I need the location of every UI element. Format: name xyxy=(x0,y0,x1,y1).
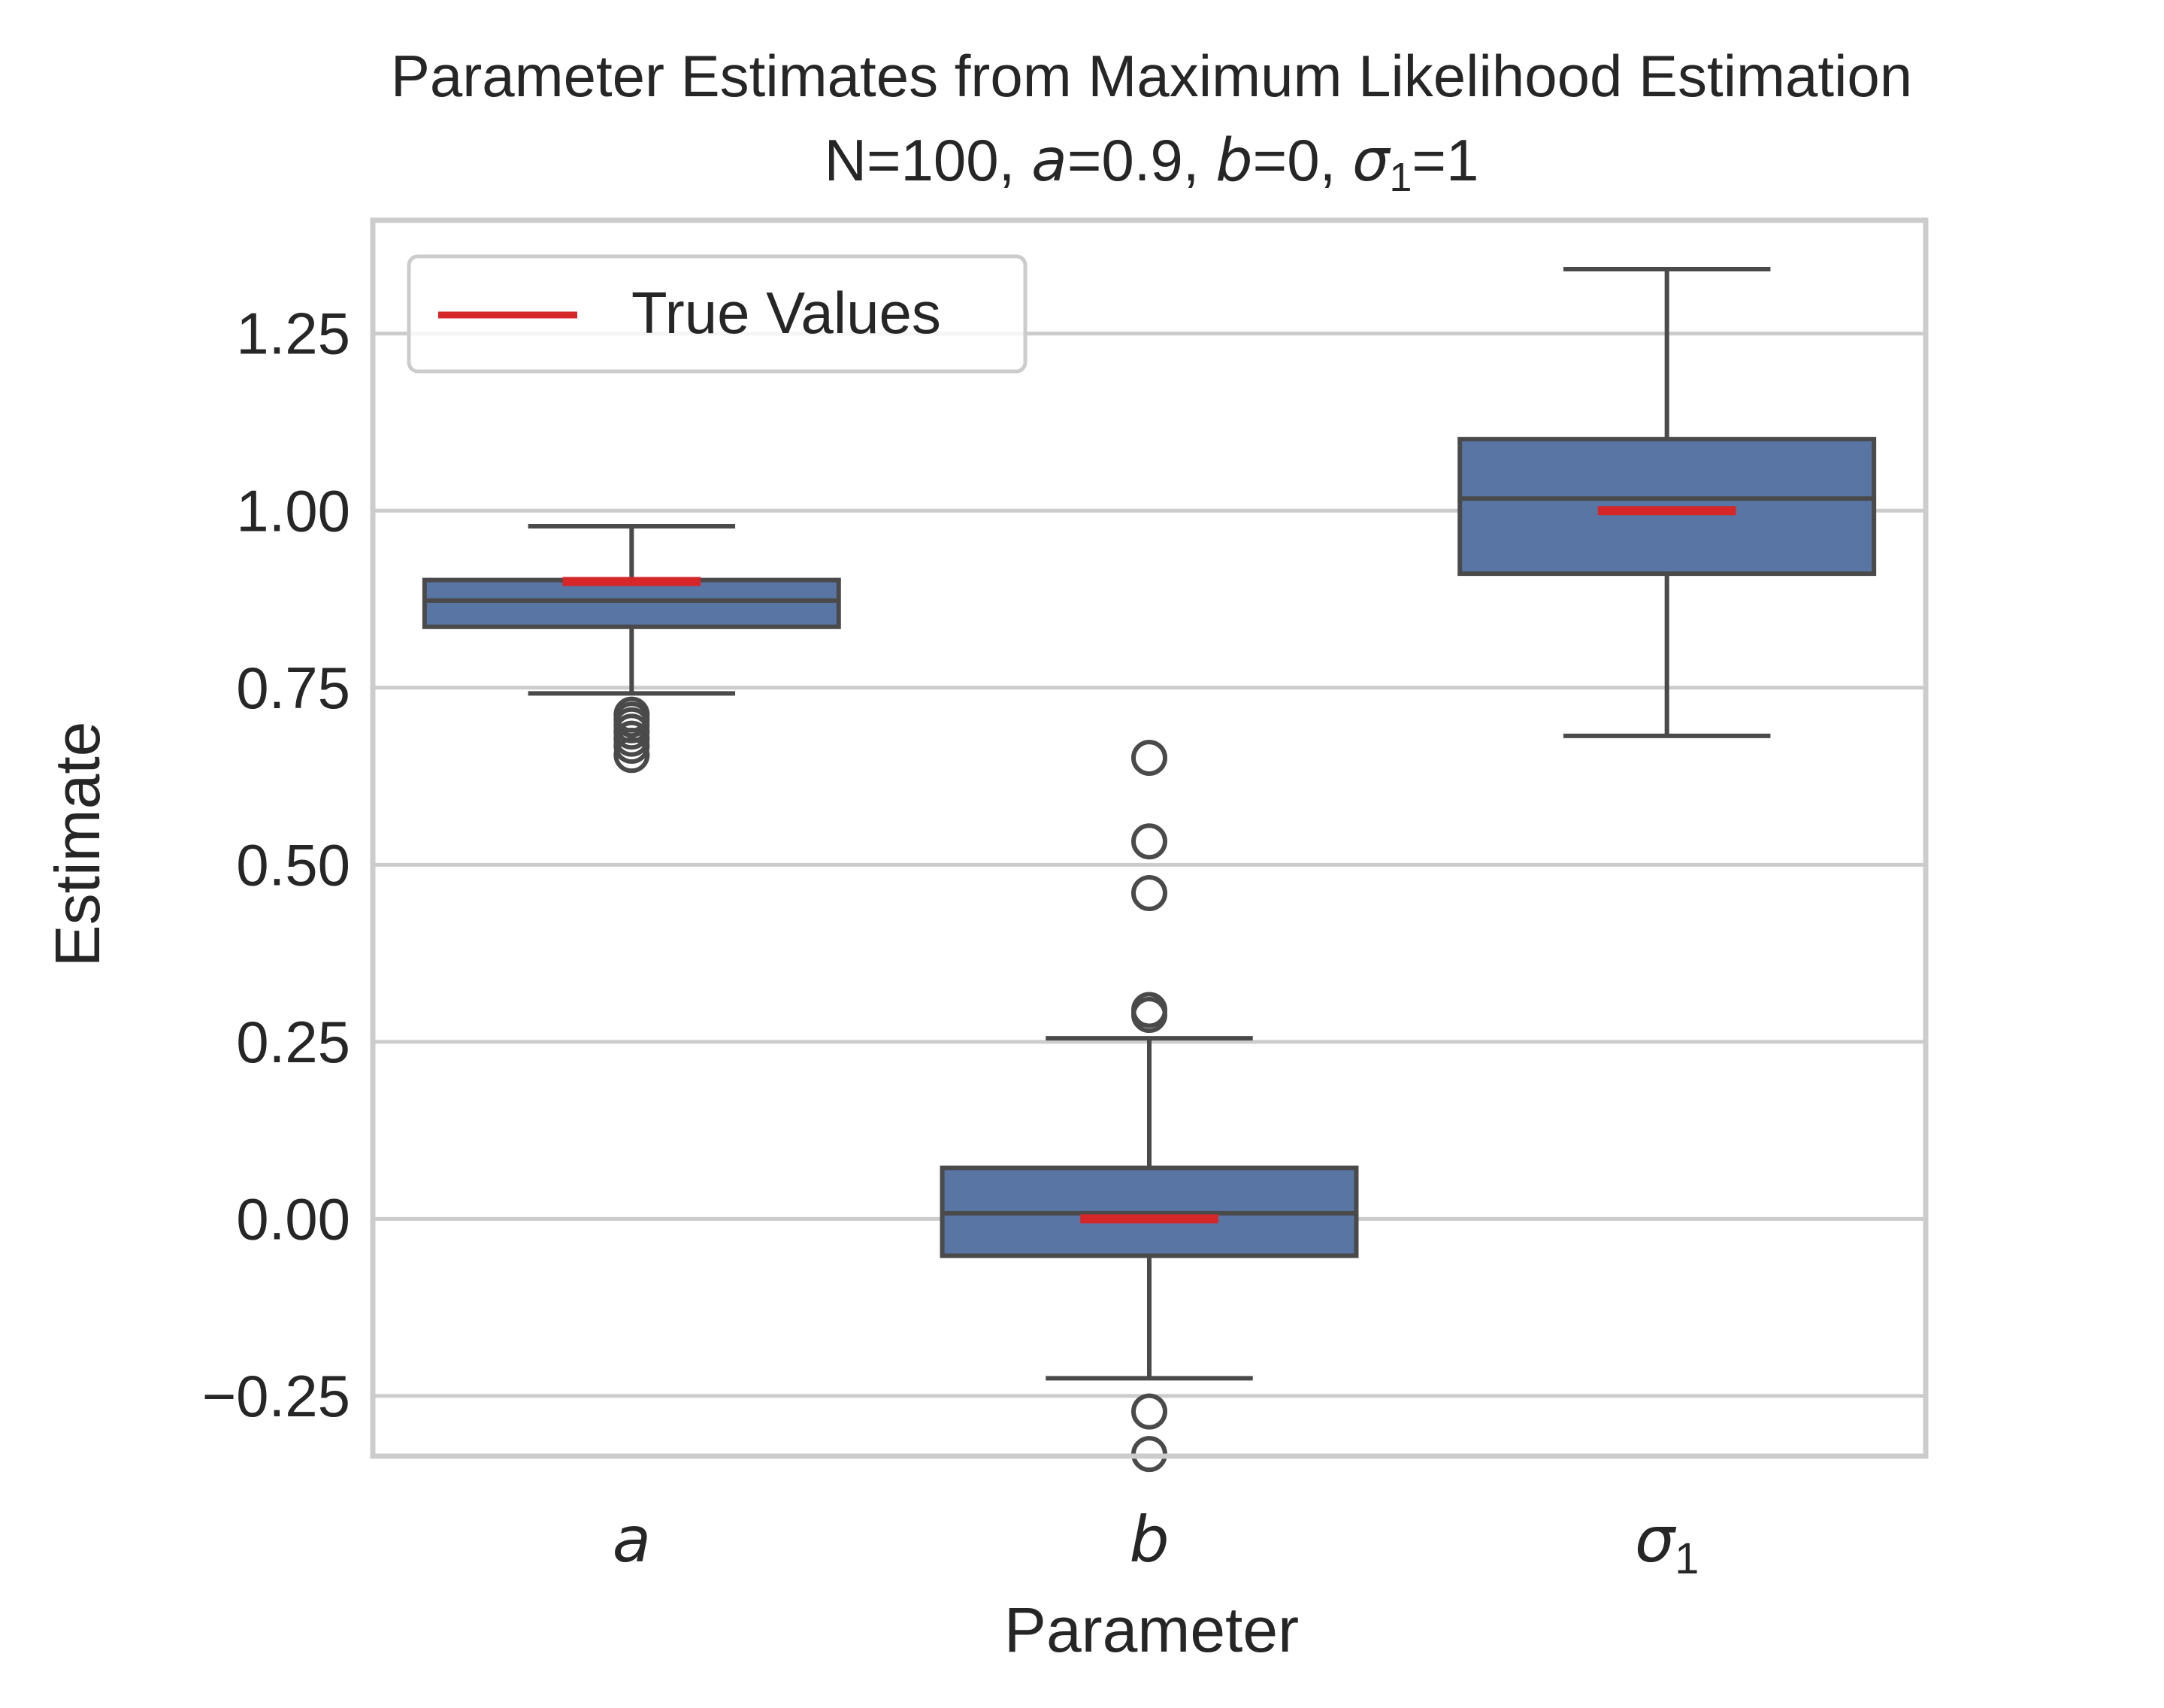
box-a xyxy=(422,523,841,774)
chart-subtitle: N=100, a=0.9, b=0, σ1=1 xyxy=(825,127,1479,200)
outlier-point xyxy=(1131,823,1167,860)
outlier-point xyxy=(1131,992,1167,1028)
outlier-point xyxy=(1131,740,1167,777)
y-tick-label: 1.00 xyxy=(236,477,350,544)
chart-title: Parameter Estimates from Maximum Likelih… xyxy=(391,43,1912,109)
subtitle-sigma-value: =1 xyxy=(1412,127,1478,193)
subtitle-sigma-symbol: σ xyxy=(1352,127,1391,195)
x-tick-label: b xyxy=(1129,1503,1169,1576)
y-tick-label: −0.25 xyxy=(202,1363,350,1429)
subtitle-a-value: =0.9, xyxy=(1067,127,1215,193)
subtitle-prefix: N=100, xyxy=(825,127,1031,193)
box-plots xyxy=(422,267,1877,1473)
y-tick-labels: −0.25 0.00 0.25 0.50 0.75 1.00 1.25 xyxy=(202,301,350,1429)
iqr-box xyxy=(422,577,841,629)
y-tick-label: 0.75 xyxy=(236,655,350,721)
legend-true-values-label: True Values xyxy=(631,280,941,346)
y-tick-label: 0.00 xyxy=(236,1186,350,1252)
x-axis-label: Parameter xyxy=(1004,1594,1299,1665)
y-axis-label: Estimate xyxy=(42,722,113,968)
outlier-point xyxy=(613,696,650,733)
box-b xyxy=(940,740,1359,1473)
outlier-point xyxy=(1131,1393,1167,1430)
subtitle-b-value: =0, xyxy=(1253,127,1352,193)
x-tick-labels: a b σ1 xyxy=(613,1503,1699,1583)
subtitle-sigma-subscript: 1 xyxy=(1389,155,1412,200)
box-sigma1 xyxy=(1457,267,1877,738)
y-tick-label: 1.25 xyxy=(236,301,350,367)
outlier-point xyxy=(1131,875,1167,912)
y-tick-label: 0.50 xyxy=(236,831,350,898)
subtitle-b-symbol: b xyxy=(1215,127,1253,195)
subtitle-a-symbol: a xyxy=(1031,127,1067,195)
x-tick-label: a xyxy=(613,1503,651,1576)
legend: True Values xyxy=(407,254,1028,374)
plot-frame xyxy=(370,217,1929,1459)
y-tick-label: 0.25 xyxy=(236,1009,350,1075)
legend-box xyxy=(407,254,1028,374)
x-tick-label: σ1 xyxy=(1635,1503,1699,1583)
